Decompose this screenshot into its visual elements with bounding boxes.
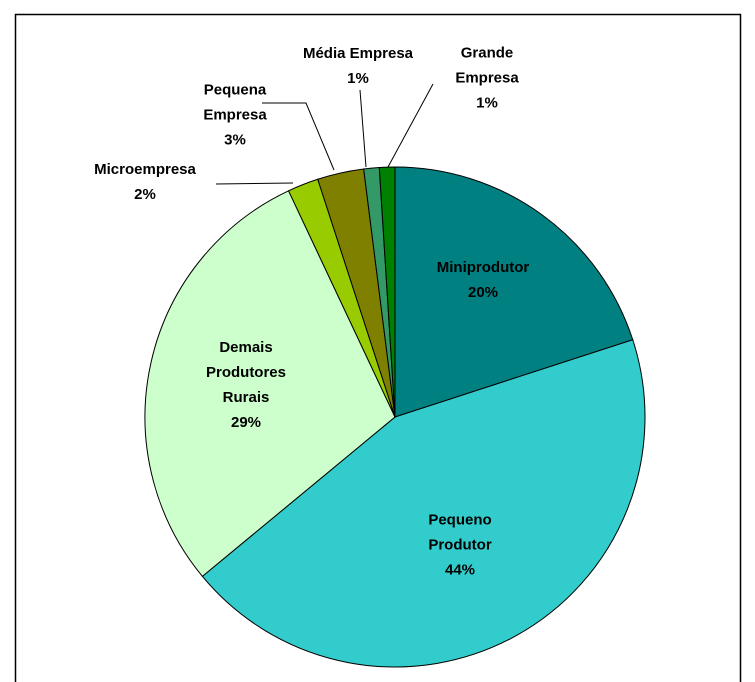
leader-line (387, 83, 434, 168)
category-label: Pequena Empresa (203, 81, 267, 124)
category-label: Miniprodutor (436, 259, 530, 276)
slice-label: Pequena Empresa 3% (195, 78, 275, 153)
value-label: 2% (134, 186, 156, 203)
value-label: 1% (476, 94, 498, 112)
leader-line (359, 89, 367, 168)
leader-line (262, 102, 335, 171)
value-label: 29% (230, 414, 262, 431)
slice-label: Pequeno Produtor 44% (415, 508, 505, 583)
category-label: Demais Produtores Rurais (205, 339, 286, 406)
value-label: 44% (444, 561, 476, 579)
slice-label: Média Empresa 1% (283, 41, 433, 91)
pie-slice (394, 166, 634, 418)
value-label: 3% (224, 131, 246, 149)
slice-label: Grande Empresa 1% (447, 41, 527, 116)
pie-slice (201, 339, 646, 668)
slice-label: Demais Produtores Rurais 29% (196, 335, 296, 435)
value-label: 20% (467, 284, 499, 301)
pie-slice (144, 190, 396, 578)
slice-label: Miniprodutor 20% (403, 255, 563, 305)
category-label: Grande Empresa (455, 44, 519, 87)
slice-label: Microempresa 2% (65, 157, 225, 207)
value-label: 1% (347, 70, 369, 87)
category-label: Microempresa (94, 161, 196, 178)
category-label: Pequeno Produtor (428, 511, 492, 554)
pie-slice (378, 166, 396, 418)
category-label: Média Empresa (302, 45, 414, 62)
leader-line (215, 182, 294, 185)
chart-frame (14, 13, 742, 682)
